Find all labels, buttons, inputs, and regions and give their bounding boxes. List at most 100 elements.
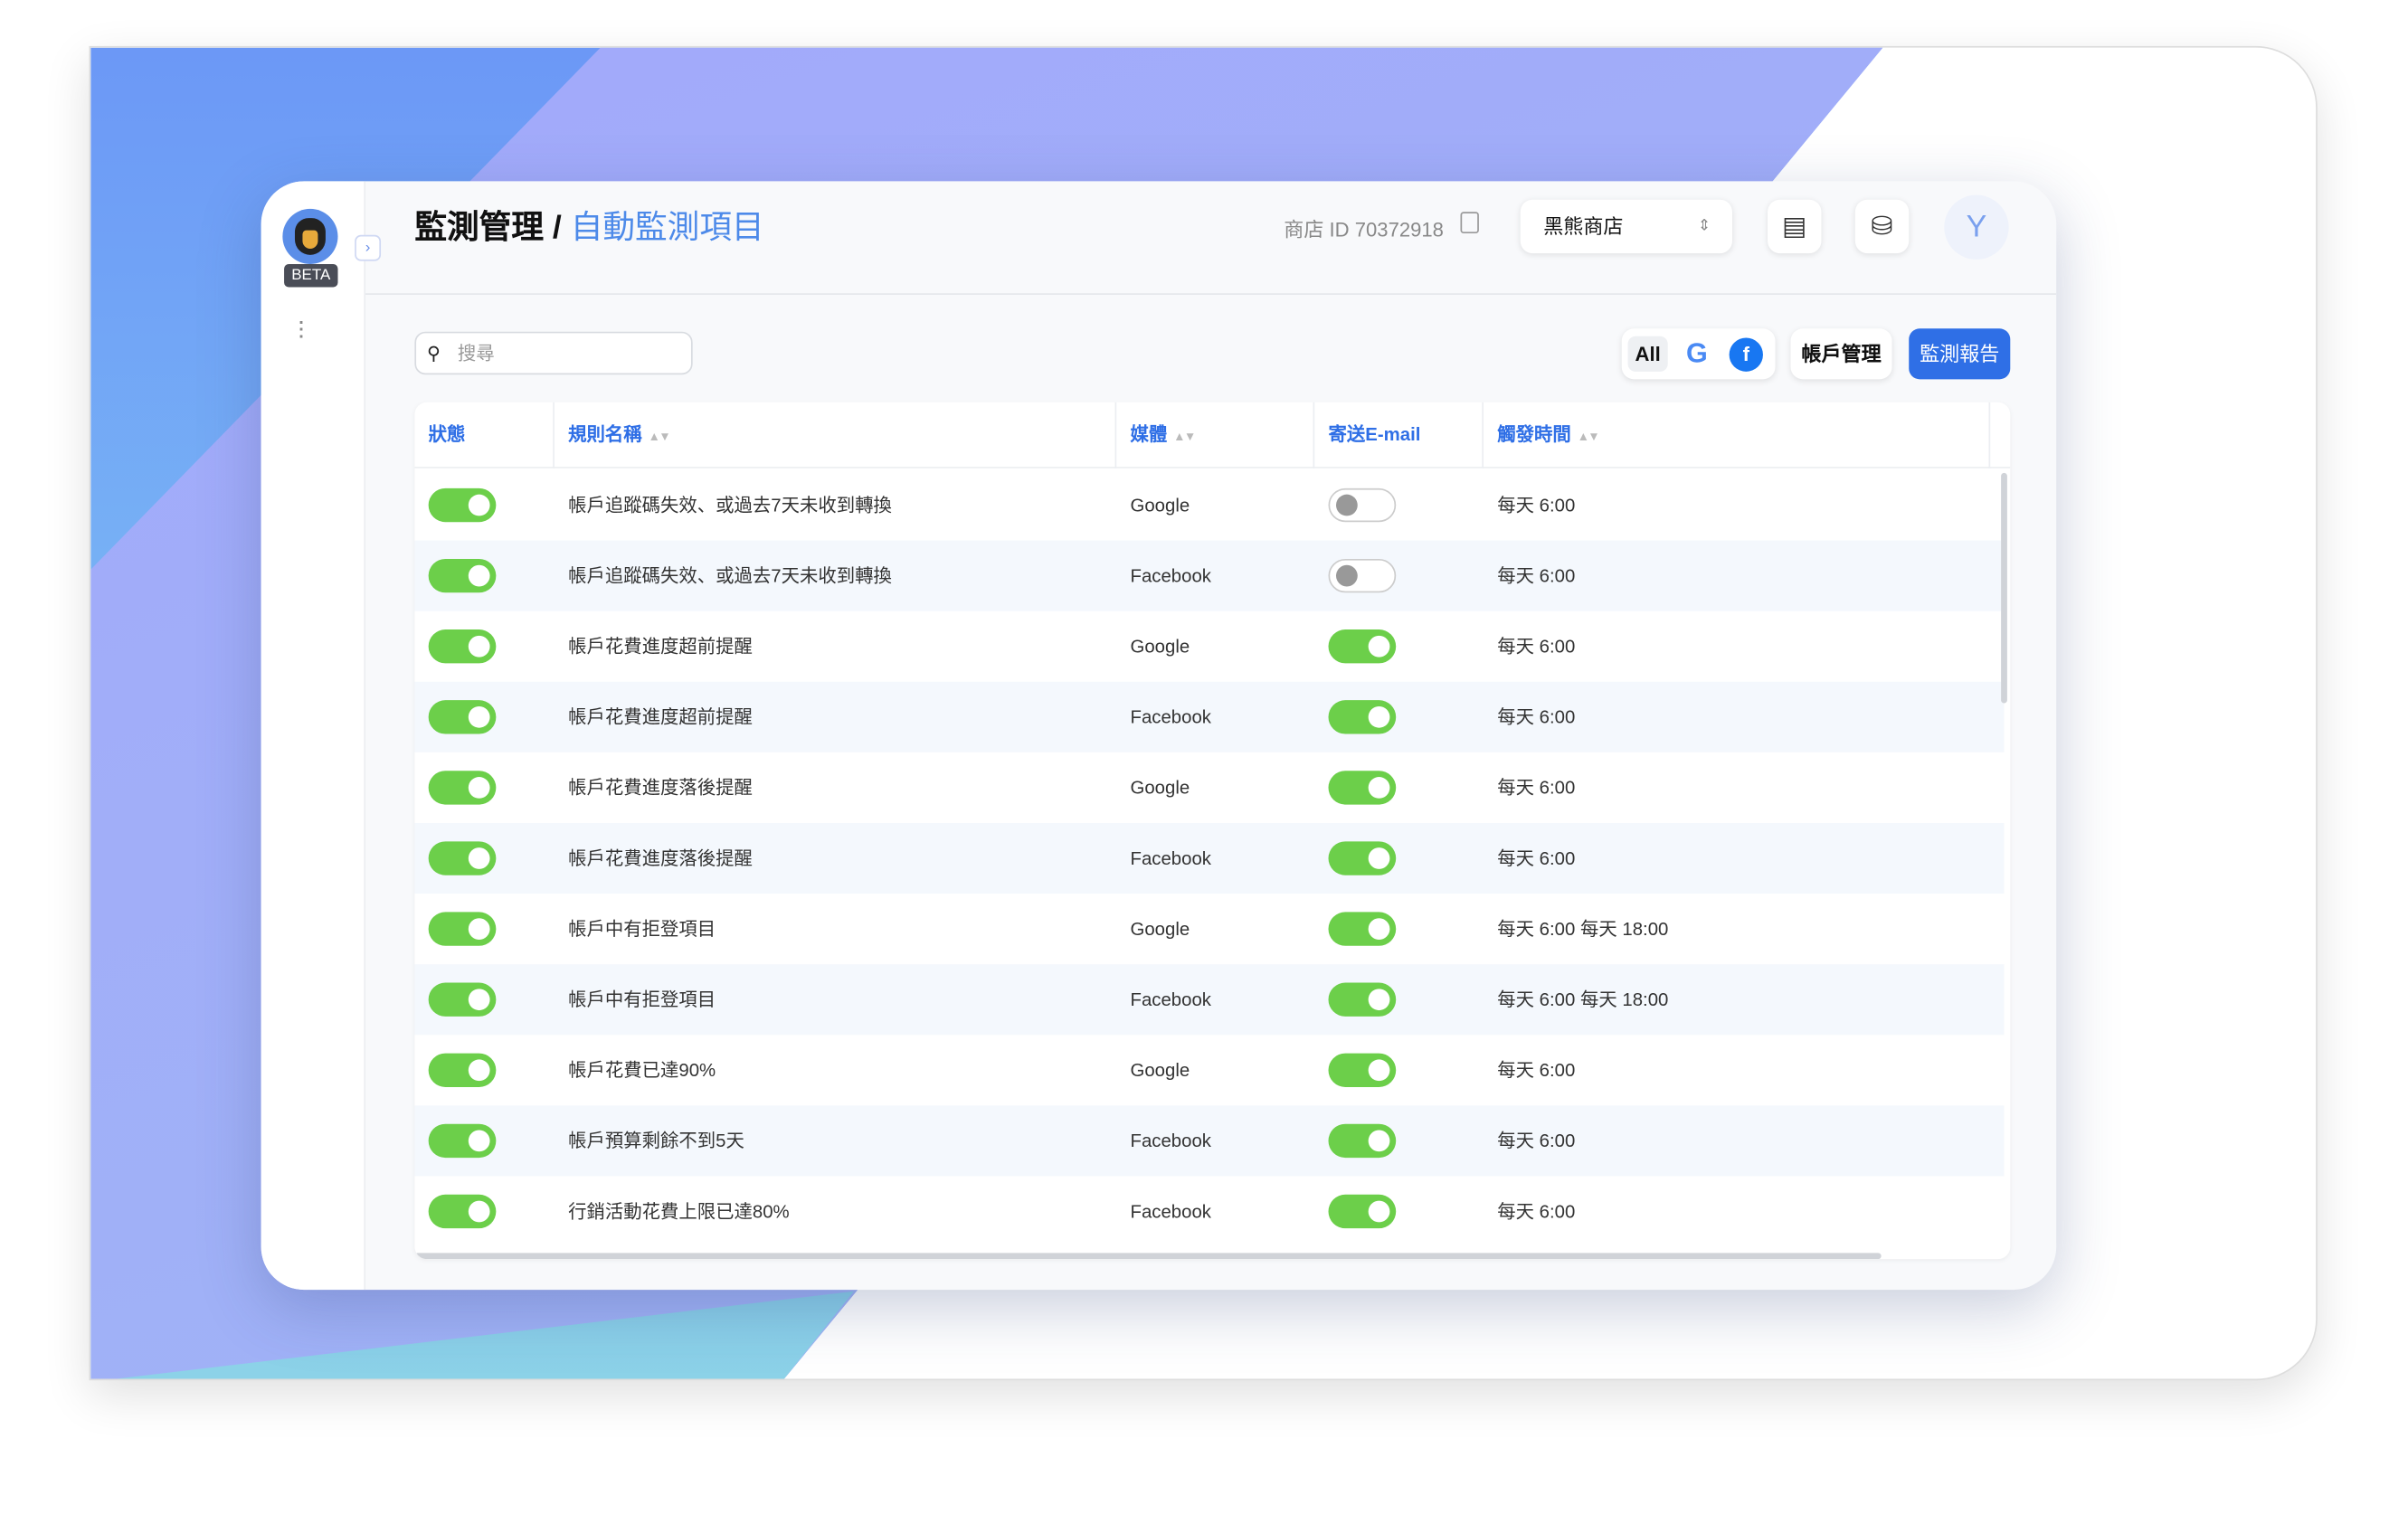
- coins-icon[interactable]: ⛁: [1854, 199, 1910, 254]
- trigger-time: 每天 6:00 每天 18:00: [1497, 918, 1669, 940]
- status-toggle[interactable]: [428, 771, 497, 805]
- sort-icon: ▲▼: [1173, 430, 1196, 444]
- email-toggle[interactable]: [1328, 700, 1397, 734]
- rule-name[interactable]: 帳戶花費進度超前提醒: [568, 705, 753, 728]
- table-header: 狀態 規則名稱 ▲▼ 媒體 ▲▼ 寄送E-mail 觸發時間 ▲▼: [414, 402, 2011, 468]
- sort-icon: ▲▼: [1577, 430, 1600, 444]
- table-row: 行銷活動花費上限已達80% Facebook 每天 6:00: [414, 1176, 2004, 1246]
- column-header-email: 寄送E-mail: [1314, 402, 1484, 468]
- search-placeholder: 搜尋: [457, 342, 495, 364]
- rule-name[interactable]: 帳戶花費進度超前提醒: [568, 635, 753, 658]
- breadcrumb-current: 自動監測項目: [570, 210, 764, 246]
- rule-name[interactable]: 帳戶花費進度落後提醒: [568, 777, 753, 799]
- media: Facebook: [1130, 847, 1211, 869]
- filter-all[interactable]: All: [1627, 336, 1668, 372]
- app-window: BETA ⫶ › 監測管理 / 自動監測項目 商店 ID 70372918 黑熊…: [261, 181, 2057, 1291]
- trigger-time: 每天 6:00: [1497, 494, 1576, 516]
- trigger-time: 每天 6:00: [1497, 705, 1576, 728]
- trigger-time: 每天 6:00: [1497, 1200, 1576, 1223]
- email-toggle[interactable]: [1328, 771, 1397, 805]
- email-toggle[interactable]: [1328, 1194, 1397, 1229]
- rule-name[interactable]: 行銷活動花費上限已達80%: [568, 1200, 790, 1223]
- trigger-time: 每天 6:00: [1497, 635, 1576, 658]
- bear-logo: [282, 208, 338, 265]
- table-row: 帳戶花費已達90% Google 每天 6:00: [414, 1035, 2004, 1105]
- trigger-time: 每天 6:00: [1497, 1059, 1576, 1082]
- rule-name[interactable]: 帳戶追蹤碼失效、或過去7天未收到轉換: [568, 564, 892, 587]
- table-row: 帳戶預算剩餘不到5天 Facebook 每天 6:00: [414, 1105, 2005, 1177]
- rule-name[interactable]: 帳戶中有拒登項目: [568, 918, 716, 940]
- horizontal-scrollbar[interactable]: [414, 1253, 1882, 1260]
- status-toggle[interactable]: [428, 1123, 497, 1159]
- status-toggle[interactable]: [428, 1053, 497, 1087]
- media: Google: [1130, 918, 1190, 940]
- sidebar-toggle-icon[interactable]: ›: [355, 234, 382, 261]
- email-toggle[interactable]: [1328, 1123, 1397, 1159]
- rule-name[interactable]: 帳戶花費進度落後提醒: [568, 847, 753, 869]
- trigger-time: 每天 6:00: [1497, 777, 1576, 799]
- email-toggle[interactable]: [1328, 912, 1397, 946]
- table-row: 帳戶中有拒登項目 Google 每天 6:00 每天 18:00: [414, 894, 2004, 964]
- facebook-icon[interactable]: f: [1729, 337, 1763, 372]
- vertical-scrollbar[interactable]: [2001, 472, 2007, 704]
- sort-icon: ▲▼: [648, 430, 670, 444]
- status-toggle[interactable]: [428, 700, 497, 734]
- media: Google: [1130, 1059, 1190, 1082]
- breadcrumb: 監測管理 / 自動監測項目: [414, 203, 763, 249]
- email-toggle[interactable]: [1328, 487, 1397, 523]
- search-icon: ⚲: [426, 342, 441, 364]
- table-row: 帳戶中有拒登項目 Facebook 每天 6:00 每天 18:00: [414, 964, 2005, 1036]
- sidebar: BETA ⫶: [261, 181, 366, 1291]
- trigger-time: 每天 6:00: [1497, 1130, 1576, 1152]
- media: Facebook: [1130, 564, 1211, 587]
- copy-icon[interactable]: [1460, 212, 1479, 234]
- google-icon[interactable]: G: [1686, 337, 1708, 369]
- status-toggle[interactable]: [428, 912, 497, 946]
- email-toggle[interactable]: [1328, 841, 1397, 875]
- rule-name[interactable]: 帳戶預算剩餘不到5天: [568, 1130, 744, 1152]
- email-toggle[interactable]: [1328, 982, 1397, 1017]
- chevron-updown-icon: ⇕: [1697, 218, 1711, 235]
- status-toggle[interactable]: [428, 982, 497, 1017]
- table-row: 帳戶花費進度超前提醒 Google 每天 6:00: [414, 611, 2004, 682]
- table-row: 帳戶追蹤碼失效、或過去7天未收到轉換 Facebook 每天 6:00: [414, 540, 2005, 611]
- status-toggle[interactable]: [428, 841, 497, 875]
- rule-name[interactable]: 帳戶花費已達90%: [568, 1059, 716, 1082]
- sliders-icon[interactable]: ⫶: [298, 319, 305, 345]
- avatar[interactable]: Y: [1944, 194, 2009, 260]
- table-row: 帳戶花費進度落後提醒 Google 每天 6:00: [414, 752, 2004, 823]
- trigger-time: 每天 6:00: [1497, 564, 1576, 587]
- media: Facebook: [1130, 1130, 1211, 1152]
- status-toggle[interactable]: [428, 1194, 497, 1229]
- rule-name[interactable]: 帳戶追蹤碼失效、或過去7天未收到轉換: [568, 494, 892, 516]
- monitoring-report-button[interactable]: 監測報告: [1909, 328, 2011, 380]
- breadcrumb-parent[interactable]: 監測管理 /: [414, 210, 571, 246]
- status-toggle[interactable]: [428, 629, 497, 664]
- table-row: 帳戶花費進度落後提醒 Facebook 每天 6:00: [414, 822, 2005, 894]
- media: Google: [1130, 635, 1190, 658]
- email-toggle[interactable]: [1328, 629, 1397, 664]
- rules-table: 狀態 規則名稱 ▲▼ 媒體 ▲▼ 寄送E-mail 觸發時間 ▲▼ 帳戶追蹤碼失效、或…: [414, 402, 2011, 1260]
- shop-id: 商店 ID 70372918: [1284, 218, 1444, 241]
- media: Facebook: [1130, 1200, 1211, 1223]
- shop-select-value: 黑熊商店: [1543, 214, 1624, 239]
- column-header-time[interactable]: 觸發時間 ▲▼: [1484, 402, 1991, 468]
- column-header-status: 狀態: [414, 402, 555, 468]
- trigger-time: 每天 6:00 每天 18:00: [1497, 989, 1669, 1011]
- search-input[interactable]: ⚲ 搜尋: [414, 331, 693, 375]
- header-divider: [365, 293, 2057, 295]
- table-row: 帳戶花費進度超前提醒 Facebook 每天 6:00: [414, 681, 2005, 752]
- media: Google: [1130, 494, 1190, 516]
- status-toggle[interactable]: [428, 487, 497, 523]
- email-toggle[interactable]: [1328, 558, 1397, 593]
- status-toggle[interactable]: [428, 558, 497, 593]
- media-filter: All G f: [1621, 328, 1776, 380]
- rule-name[interactable]: 帳戶中有拒登項目: [568, 989, 716, 1011]
- account-management-button[interactable]: 帳戶管理: [1790, 328, 1892, 380]
- column-header-name[interactable]: 規則名稱 ▲▼: [555, 402, 1117, 468]
- email-toggle[interactable]: [1328, 1053, 1397, 1087]
- shop-select[interactable]: 黑熊商店 ⇕: [1520, 199, 1733, 254]
- document-icon[interactable]: ▤: [1768, 199, 1822, 254]
- column-header-media[interactable]: 媒體 ▲▼: [1116, 402, 1315, 468]
- media: Google: [1130, 777, 1190, 799]
